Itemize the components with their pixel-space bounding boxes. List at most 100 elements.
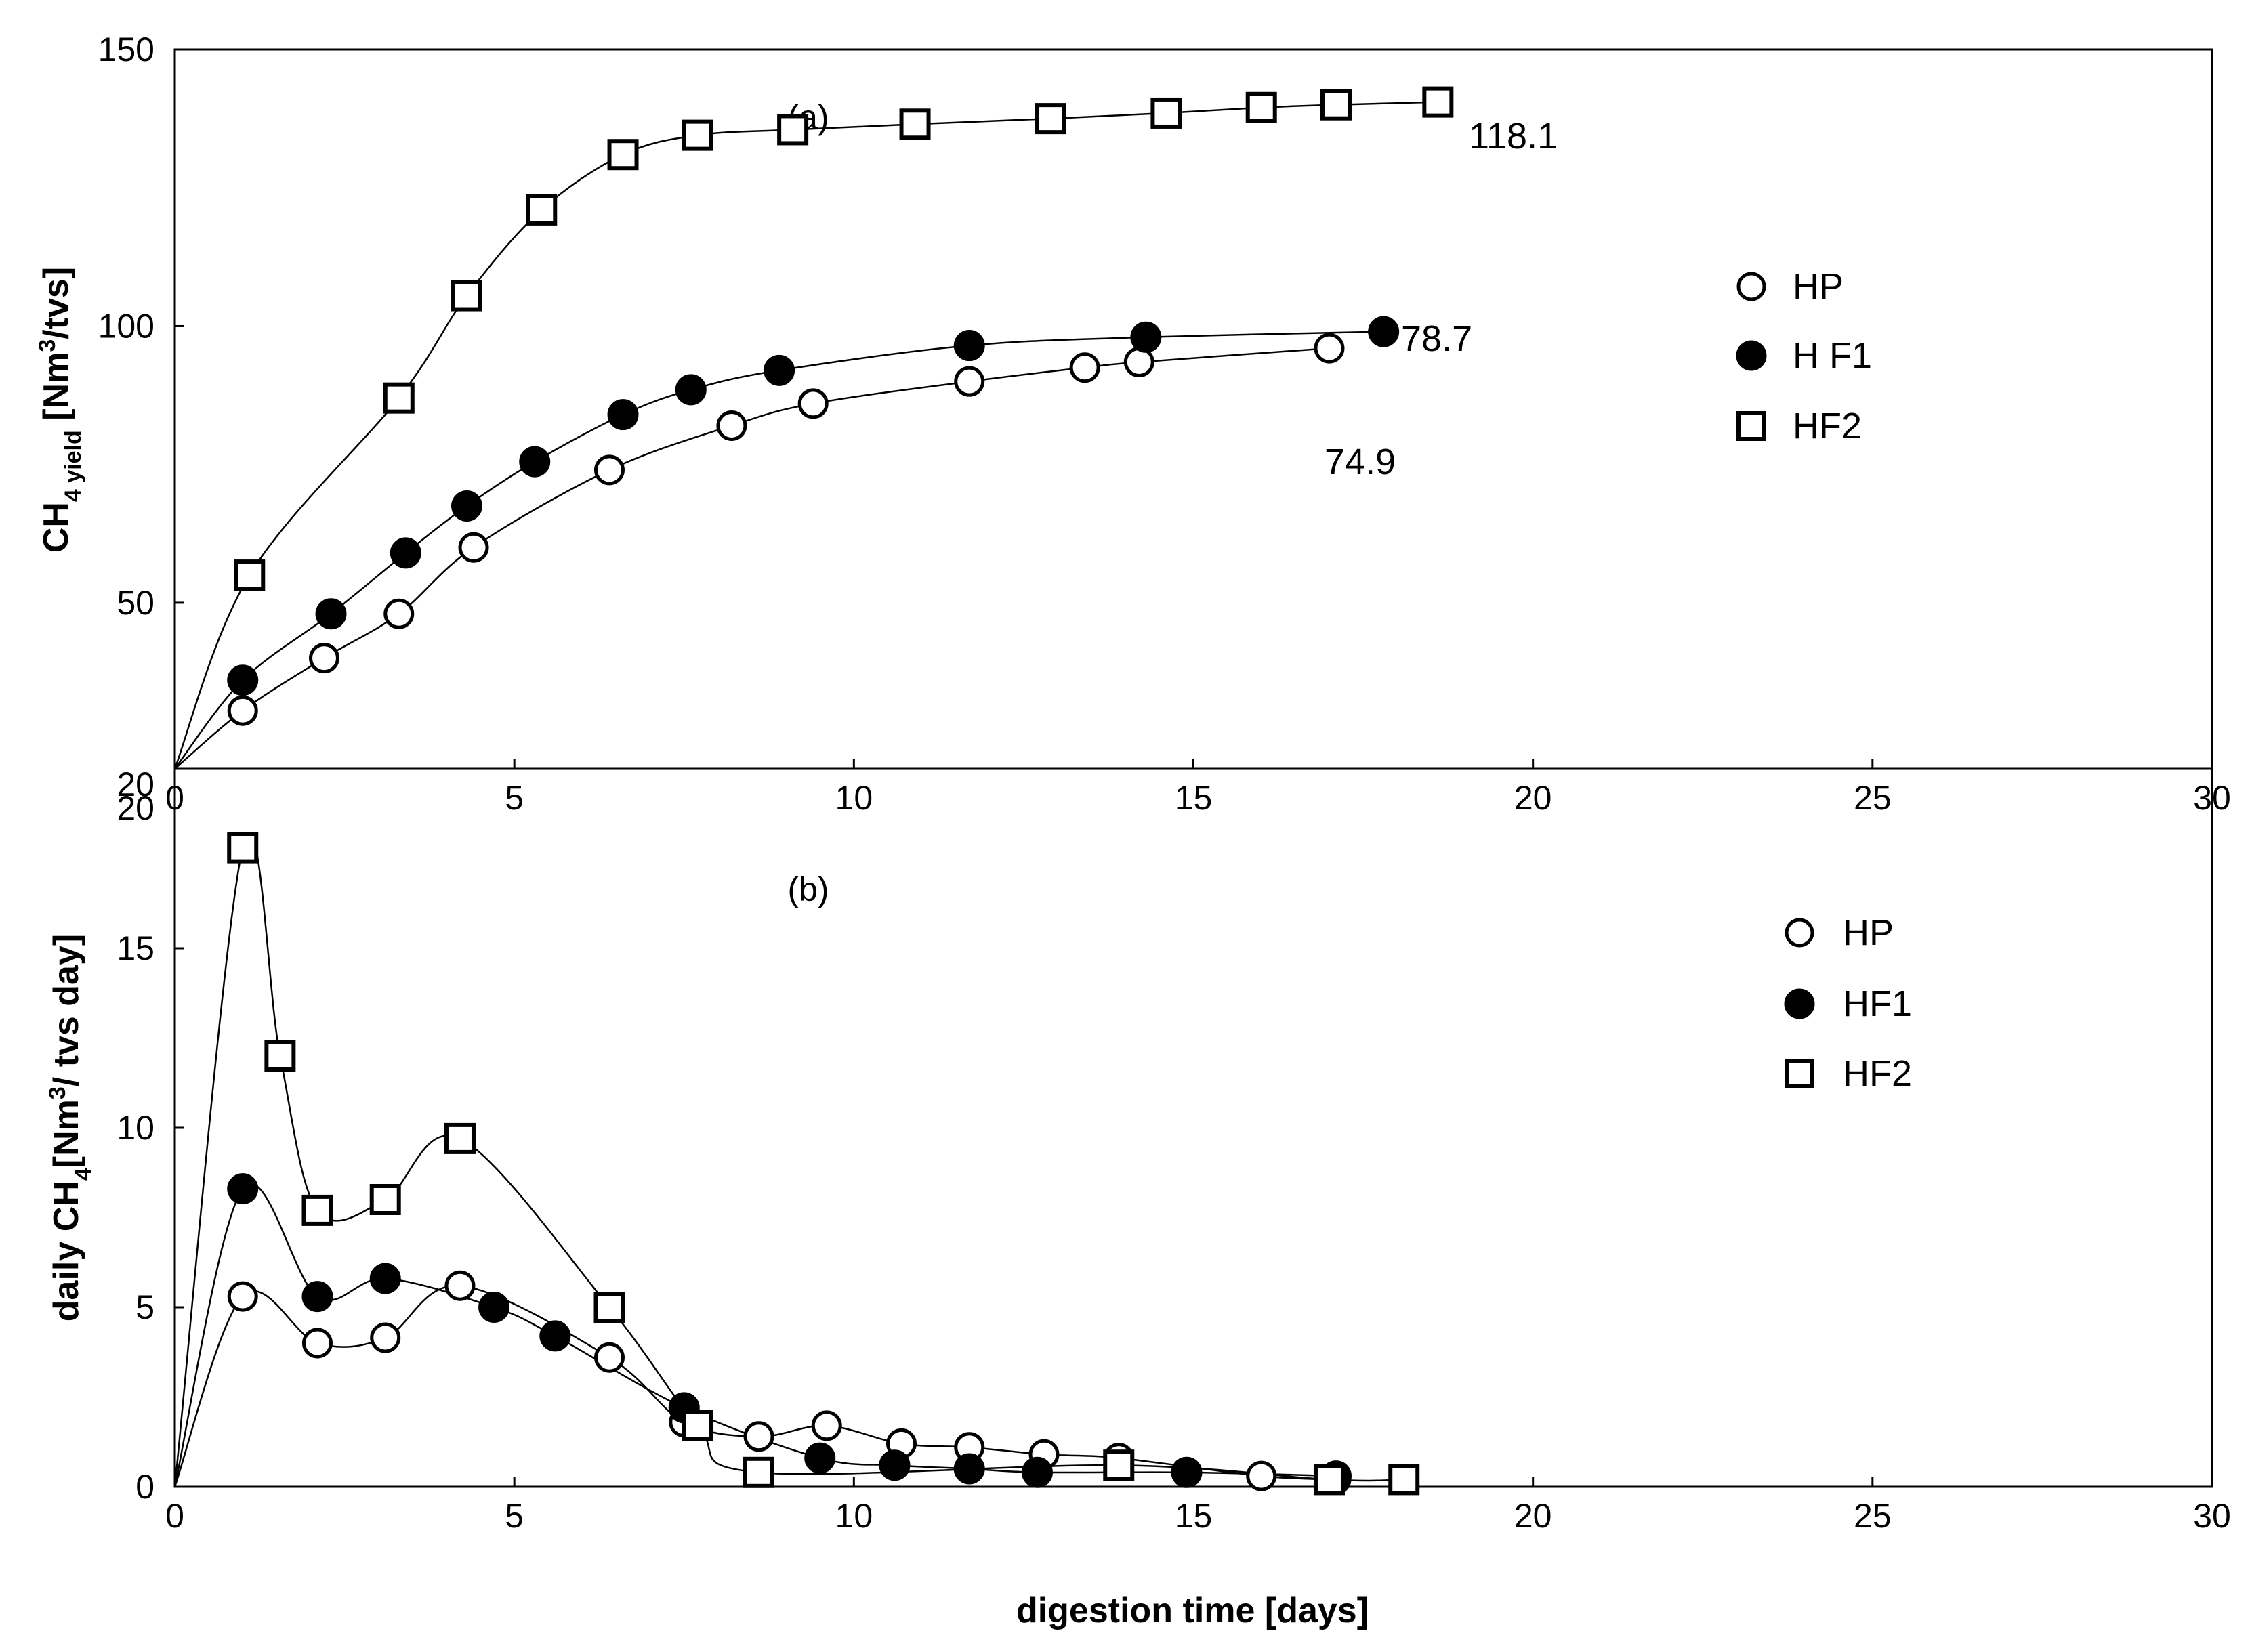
panel-b-point-hf2-1 <box>227 832 259 864</box>
legend-a-hf2-label: HF2 <box>1793 406 1862 446</box>
panel-a-legend: HP H F1 HF2 <box>1736 266 1872 446</box>
panel-b-curve-hp <box>173 1284 1337 1487</box>
panel-b-y-tick-15: 15 <box>117 929 154 967</box>
legend-b-hf2: HF2 <box>1785 1053 1912 1094</box>
panel-a-point-hf1-7 <box>675 374 707 406</box>
panel-a-point-hf2-11 <box>1245 91 1277 123</box>
legend-a-hp: HP <box>1736 266 1843 307</box>
panel-a-point-hf2-8 <box>899 108 931 140</box>
panel-a-y-axis-title: CH4 yield [Nm3/tvs] <box>35 267 86 553</box>
panel-a-point-hf1-9 <box>953 330 985 362</box>
panel-a-point-hf1-10 <box>1130 321 1162 353</box>
panel-b-curve-hf2 <box>173 832 1404 1487</box>
panel-b-x-tick-30: 30 <box>2193 1497 2231 1535</box>
panel-b-markers <box>227 832 1420 1496</box>
panel-a-point-hf1-1 <box>227 664 259 696</box>
legend-a-hp-marker <box>1736 272 1766 301</box>
panel-b-point-hf2-9 <box>1103 1449 1135 1481</box>
panel-a-point-hf2-13 <box>1422 86 1454 118</box>
panel-b-curves <box>173 832 1404 1487</box>
panel-a-x-tick-20: 20 <box>1514 779 1552 817</box>
panel-b-point-hp-8 <box>811 1410 842 1441</box>
legend-b-hf2-label: HF2 <box>1843 1053 1912 1094</box>
panel-a-y-tick-100: 100 <box>98 307 154 345</box>
legend-b-hf1-label: HF1 <box>1843 983 1912 1024</box>
panel-a-curve-hf2 <box>173 101 1438 769</box>
x-axis-title: digestion time [days] <box>1016 1591 1369 1630</box>
panel-a-plot-frame <box>173 48 2213 770</box>
legend-b-hf2-marker <box>1785 1059 1814 1088</box>
legend-a-hf2: HF2 <box>1736 406 1862 446</box>
legend-b-hp: HP <box>1785 912 1894 953</box>
panel-b-y-tick-10: 10 <box>117 1109 154 1147</box>
panel-a-point-hp-11 <box>1314 333 1345 364</box>
panel-b-point-hf2-7 <box>682 1410 713 1441</box>
annotation-hf1-final: 78.7 <box>1401 318 1472 359</box>
panel-b-point-hp-2 <box>301 1328 333 1359</box>
panel-b-point-hf1-10 <box>1021 1456 1053 1488</box>
panel-a-point-hf1-2 <box>315 598 347 630</box>
panel-b-x-tick-5: 5 <box>505 1497 524 1535</box>
panel-a-point-hp-10 <box>1123 347 1154 378</box>
panel-a-point-hf2-3 <box>451 280 483 312</box>
panel-b-x-tick-20: 20 <box>1514 1497 1552 1535</box>
legend-a-hp-label: HP <box>1793 266 1843 307</box>
panel-a-curve-hp <box>174 347 1330 769</box>
panel-b-point-hf2-4 <box>369 1184 401 1215</box>
panel-b-legend: HP HF1 HF2 <box>1784 912 1912 1094</box>
panel-b-point-hf2-5 <box>444 1122 476 1154</box>
panel-a-point-hp-5 <box>593 454 625 486</box>
panel-a-point-hf1-4 <box>451 490 483 522</box>
panel-a-point-hf2-1 <box>234 559 266 591</box>
panel-b-point-hf2-2 <box>264 1040 296 1072</box>
legend-b-hp-marker <box>1785 918 1814 948</box>
panel-a-point-hp-3 <box>383 598 415 629</box>
annotation-hp-final: 74.9 <box>1325 442 1396 482</box>
panel-b-point-hf2-8 <box>743 1456 775 1488</box>
panel-b-point-hf1-5 <box>539 1320 571 1352</box>
panel-a-point-hp-1 <box>227 695 258 726</box>
panel-b-point-hf1-3 <box>369 1263 401 1294</box>
panel-b-point-hp-5 <box>593 1342 625 1373</box>
panel-a-point-hf2-10 <box>1150 97 1182 129</box>
legend-b-hf1-marker <box>1784 988 1815 1019</box>
annotation-hf2-final: 118.1 <box>1469 116 1558 156</box>
panel-b-x-tick-15: 15 <box>1175 1497 1213 1535</box>
panel-b-point-hp-1 <box>227 1281 258 1312</box>
panel-b-y-tick-5: 5 <box>136 1288 154 1326</box>
panel-b-point-hf2-10 <box>1313 1464 1345 1496</box>
panel-a-y-tick-50: 50 <box>117 584 154 622</box>
panel-a-point-hf2-6 <box>682 119 713 151</box>
panel-a-point-hf1-3 <box>390 537 421 569</box>
panel-a-x-tick-25: 25 <box>1854 779 1892 817</box>
panel-a-point-hp-4 <box>458 532 489 563</box>
panel-b-point-hp-7 <box>743 1421 774 1452</box>
panel-a-point-hf1-11 <box>1368 316 1400 347</box>
panel-a-point-hf2-2 <box>383 382 415 414</box>
panel-a-x-tick-10: 10 <box>835 779 873 817</box>
panel-b-daily-production: (b) daily CH4[Nm3/ tvs day] digestion ti… <box>45 765 2231 1630</box>
panel-a-point-hf2-4 <box>526 194 558 226</box>
legend-a-hf2-marker <box>1736 411 1766 441</box>
panel-a-point-hp-7 <box>797 388 829 419</box>
legend-b-hp-label: HP <box>1843 912 1894 953</box>
legend-a-hf1: H F1 <box>1736 335 1872 376</box>
panel-b-x-tick-25: 25 <box>1854 1497 1892 1535</box>
panel-b-x-tick-0: 0 <box>165 1497 184 1535</box>
panel-a-curve-hf1 <box>174 331 1384 769</box>
legend-a-hf1-marker <box>1736 340 1767 371</box>
panel-a-point-hp-9 <box>1069 352 1100 383</box>
panel-b-y-axis-title: daily CH4[Nm3/ tvs day] <box>45 934 96 1321</box>
panel-a-point-hp-8 <box>954 366 985 397</box>
panel-a-point-hf1-8 <box>764 354 795 386</box>
panel-a-point-hf2-12 <box>1320 89 1352 121</box>
panel-b-point-hf1-7 <box>804 1442 836 1474</box>
panel-b-x-tick-10: 10 <box>835 1497 873 1535</box>
panel-b-point-hf1-4 <box>478 1292 510 1323</box>
panel-a-point-hf2-9 <box>1035 103 1067 135</box>
panel-b-y-tick-0: 0 <box>136 1468 154 1506</box>
panel-b-plot-frame <box>173 767 2213 1488</box>
panel-b-label: (b) <box>787 870 829 908</box>
